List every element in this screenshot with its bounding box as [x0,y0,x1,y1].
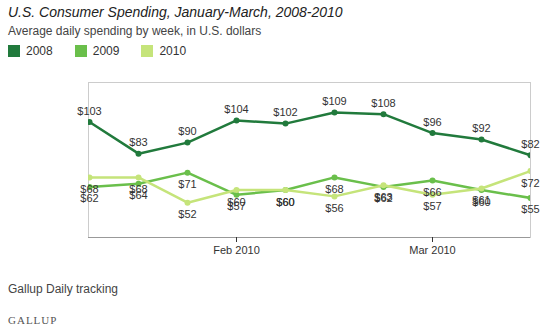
html-text:2009: 2009 [92,44,120,58]
svg-text:$57: $57 [423,200,441,212]
svg-text:$63: $63 [374,191,392,203]
svg-text:$90: $90 [178,125,196,137]
svg-text:$102: $102 [273,106,297,118]
svg-text:$60: $60 [276,196,294,208]
html-text:Gallup Daily tracking: Gallup Daily tracking [8,282,118,296]
svg-text:$68: $68 [80,183,98,195]
html-text:U.S. Consumer Spending, Januar: U.S. Consumer Spending, January-March, 2… [8,4,343,20]
svg-text:Mar 2010: Mar 2010 [409,244,455,256]
svg-text:$68: $68 [325,183,343,195]
svg-text:$109: $109 [322,95,346,107]
svg-text:$55: $55 [521,203,539,215]
svg-text:$56: $56 [325,202,343,214]
svg-text:$103: $103 [77,105,101,117]
svg-text:$62: $62 [80,192,99,205]
html-text:Average daily spending by week: Average daily spending by week, in U.S. … [8,24,262,38]
svg-text:Feb 2010: Feb 2010 [213,244,259,256]
svg-text:$96: $96 [423,116,441,128]
svg-text:$82: $82 [521,138,539,150]
svg-text:$72: $72 [521,177,539,189]
svg-text:$60: $60 [276,196,294,208]
svg-text:$64: $64 [129,189,148,202]
html-text:2008: 2008 [26,44,53,58]
svg-text:$60: $60 [227,196,245,208]
svg-text:$68: $68 [129,183,147,195]
html-text:GALLUP: GALLUP [8,314,58,326]
svg-text:$66: $66 [423,186,441,198]
html-text:2010: 2010 [159,44,187,58]
svg-text:$61: $61 [472,194,490,206]
svg-text:$71: $71 [178,178,196,190]
svg-text:$92: $92 [472,122,490,134]
svg-text:$52: $52 [178,208,196,220]
svg-text:$108: $108 [371,97,395,109]
svg-text:$104: $104 [224,103,248,115]
svg-text:$83: $83 [129,136,147,148]
